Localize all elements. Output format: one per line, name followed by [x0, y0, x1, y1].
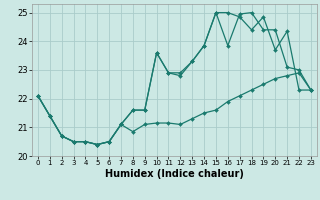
X-axis label: Humidex (Indice chaleur): Humidex (Indice chaleur): [105, 169, 244, 179]
